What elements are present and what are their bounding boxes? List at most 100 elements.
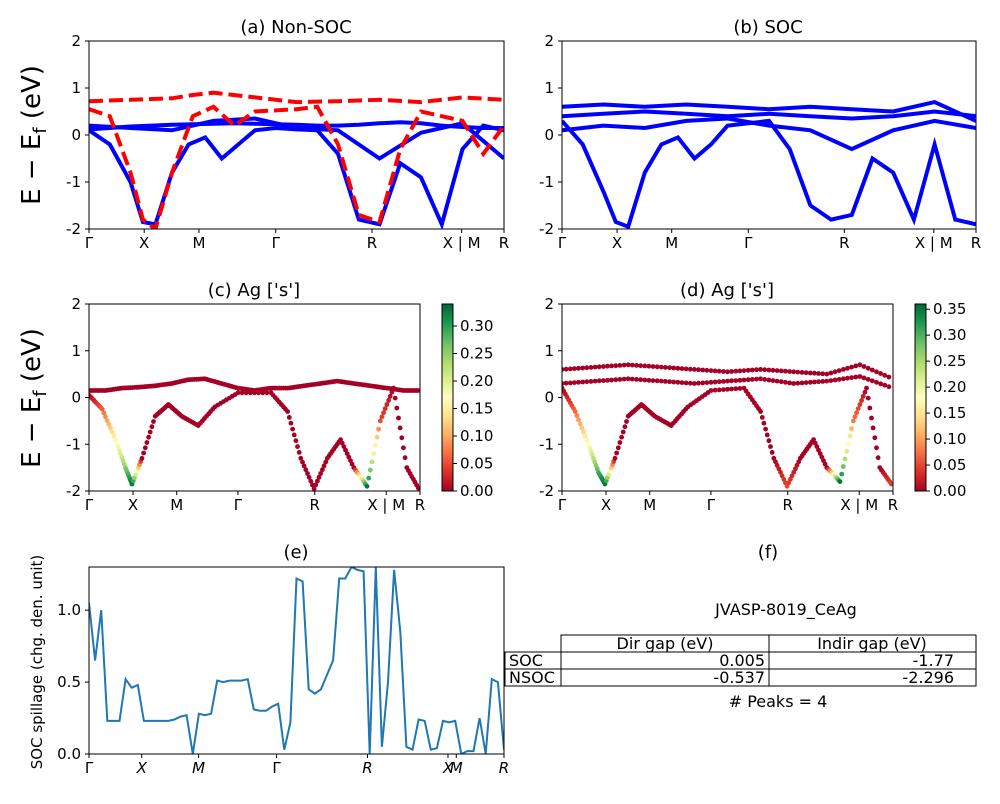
colorbar-tick-label: 0.30 bbox=[933, 326, 966, 344]
projection-point bbox=[708, 368, 714, 373]
y-tick-label: -2 bbox=[539, 220, 554, 238]
x-tick-label: R bbox=[839, 234, 849, 252]
y-tick-label: 1 bbox=[71, 342, 81, 360]
y-tick-label: -2 bbox=[66, 482, 81, 500]
projection-point bbox=[862, 389, 868, 395]
projection-point bbox=[778, 379, 784, 385]
y-tick-label: 0 bbox=[544, 126, 554, 144]
y-tick-label: -1 bbox=[66, 173, 81, 191]
projection-point bbox=[300, 459, 305, 465]
projection-point bbox=[704, 380, 710, 385]
projection-point bbox=[579, 425, 585, 431]
projection-point bbox=[850, 418, 856, 424]
projection-point bbox=[679, 380, 685, 385]
x-tick-label: M bbox=[643, 496, 656, 514]
projection-point bbox=[766, 377, 772, 383]
projection-point bbox=[392, 395, 398, 401]
projection-point bbox=[733, 386, 739, 392]
projection-point bbox=[151, 419, 156, 424]
projection-point bbox=[729, 378, 734, 384]
projection-point bbox=[576, 379, 581, 385]
projection-point bbox=[803, 380, 809, 385]
projection-point bbox=[841, 376, 846, 382]
projection-point bbox=[758, 409, 763, 414]
panel-c-ylabel: E − Ef (eV) bbox=[17, 328, 51, 468]
projection-point bbox=[778, 368, 784, 374]
projection-point bbox=[581, 429, 586, 435]
projection-point bbox=[886, 374, 892, 380]
projection-point bbox=[584, 437, 590, 443]
projection-point bbox=[812, 370, 817, 376]
projection-point bbox=[576, 417, 581, 423]
projection-point bbox=[601, 378, 606, 383]
y-tick-label: 0 bbox=[71, 389, 81, 407]
gap-table-cell: -1.77 bbox=[913, 651, 954, 670]
projection-point bbox=[837, 479, 843, 484]
projection-point bbox=[816, 371, 821, 376]
gap-table-cell: -0.537 bbox=[713, 668, 765, 687]
projection-point bbox=[609, 377, 614, 383]
projection-point bbox=[642, 363, 648, 369]
y-tick-label: -2 bbox=[539, 482, 554, 500]
colorbar-tick-label: 0.15 bbox=[460, 400, 493, 418]
projection-point bbox=[725, 378, 730, 384]
projection-point bbox=[596, 364, 602, 370]
projection-point bbox=[667, 379, 672, 385]
y-tick-label: 1 bbox=[544, 342, 554, 360]
colorbar-tick-label: 0.30 bbox=[460, 317, 493, 335]
projection-point bbox=[293, 438, 299, 444]
gap-table-cell: 0.005 bbox=[719, 651, 765, 670]
projection-point bbox=[733, 368, 739, 374]
projection-point bbox=[712, 379, 718, 385]
projection-point bbox=[108, 425, 113, 431]
y-tick-label: 1 bbox=[71, 79, 81, 97]
projection-point bbox=[865, 365, 871, 371]
projection-point bbox=[671, 379, 677, 385]
projection-point bbox=[139, 455, 145, 461]
projection-point bbox=[787, 369, 792, 374]
projection-point bbox=[399, 435, 405, 441]
projection-point bbox=[692, 367, 697, 372]
projection-point bbox=[654, 364, 660, 370]
projection-point bbox=[770, 367, 776, 373]
projection-point bbox=[592, 378, 598, 384]
projection-point bbox=[316, 474, 322, 480]
projection-point bbox=[787, 380, 792, 386]
projection-point bbox=[295, 444, 300, 449]
projection-point bbox=[588, 365, 594, 370]
y-tick-label: 0 bbox=[71, 126, 81, 144]
projection-point bbox=[397, 425, 403, 431]
projection-point bbox=[366, 475, 372, 481]
projection-point bbox=[839, 471, 845, 477]
projection-point bbox=[290, 426, 295, 432]
projection-point bbox=[857, 402, 863, 407]
y-tick-label: 2 bbox=[544, 32, 554, 50]
x-tick-label: Γ bbox=[272, 759, 281, 777]
projection-point bbox=[582, 433, 588, 439]
band-line bbox=[562, 118, 976, 229]
x-tick-label: X | M bbox=[443, 234, 481, 252]
colorbar-tick-label: 0.05 bbox=[933, 456, 966, 474]
axes-frame bbox=[561, 40, 977, 230]
spillage-line bbox=[89, 567, 504, 754]
y-tick-label: 0.0 bbox=[57, 745, 81, 763]
projection-point bbox=[769, 450, 775, 455]
projection-point bbox=[803, 370, 809, 376]
band-line-spin-up bbox=[89, 123, 504, 229]
projection-point bbox=[700, 367, 706, 373]
projection-point bbox=[770, 378, 776, 383]
projection-point bbox=[847, 433, 853, 439]
panel-b-title: (b) SOC bbox=[733, 17, 802, 38]
projection-point bbox=[301, 463, 307, 469]
projection-point bbox=[864, 385, 869, 391]
y-tick-label: 2 bbox=[71, 295, 81, 313]
x-tick-label: Γ bbox=[707, 496, 716, 514]
projection-point bbox=[580, 365, 586, 371]
projection-point bbox=[799, 380, 805, 386]
projection-point bbox=[783, 368, 788, 374]
gap-table-cell: -2.296 bbox=[902, 668, 954, 687]
x-tick-label: M bbox=[665, 234, 678, 252]
projection-point bbox=[795, 369, 801, 375]
projection-point bbox=[675, 365, 681, 371]
